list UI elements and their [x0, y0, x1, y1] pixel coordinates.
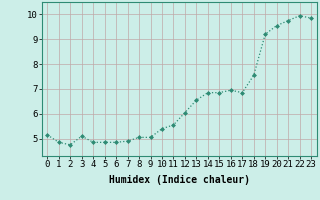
X-axis label: Humidex (Indice chaleur): Humidex (Indice chaleur): [109, 175, 250, 185]
